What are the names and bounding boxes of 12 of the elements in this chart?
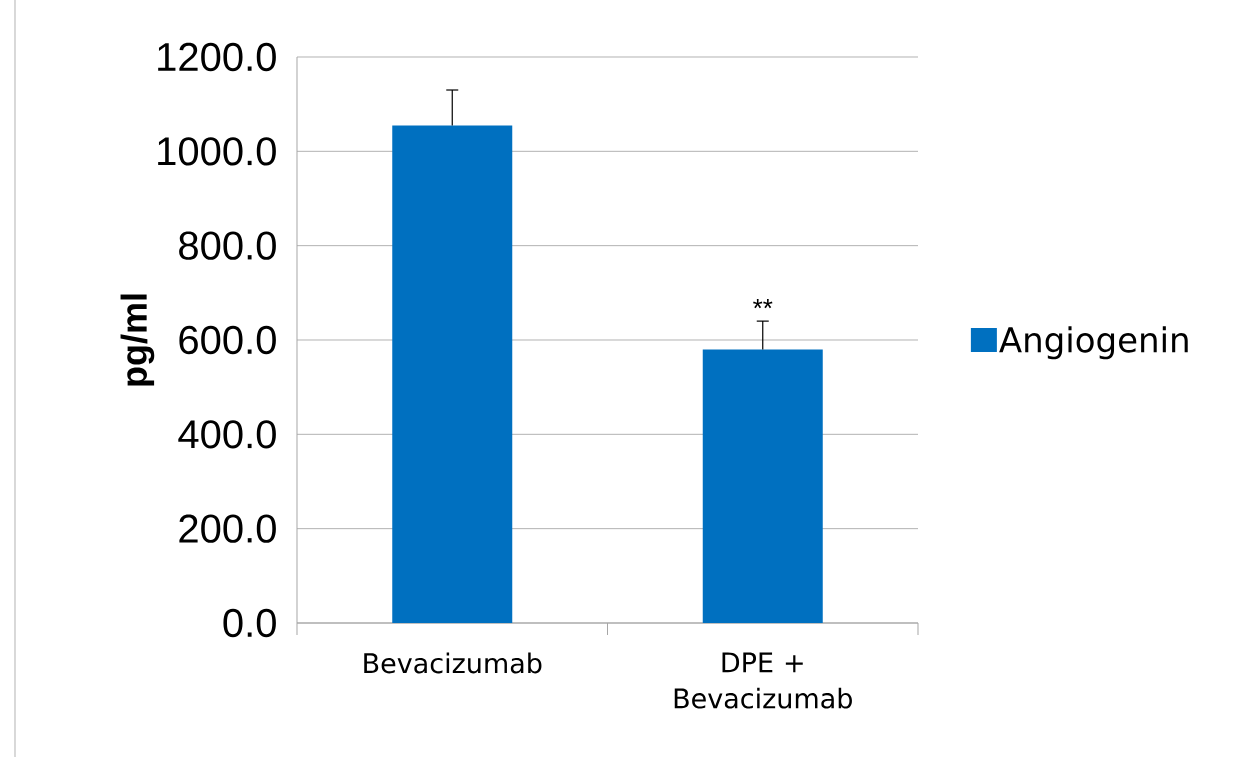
y-tick-label: 0.0 [223,608,276,638]
y-tick-label: 1000.0 [158,137,276,166]
x-tick-label: Bevacizumab [364,652,542,674]
y-tick-label: 400.0 [178,420,276,449]
annotation: ** [753,299,773,309]
legend-label: Angiogenin [999,326,1188,360]
x-tick-label: DPE + Bevacizumab [674,652,852,709]
y-tick-label: 800.0 [179,231,276,260]
y-tick-label: 600.0 [179,325,276,355]
y-tick-label: 1200.0 [158,42,276,72]
y-tick-label: 200.0 [179,514,276,543]
y-axis-title: pg/ml [120,294,155,386]
